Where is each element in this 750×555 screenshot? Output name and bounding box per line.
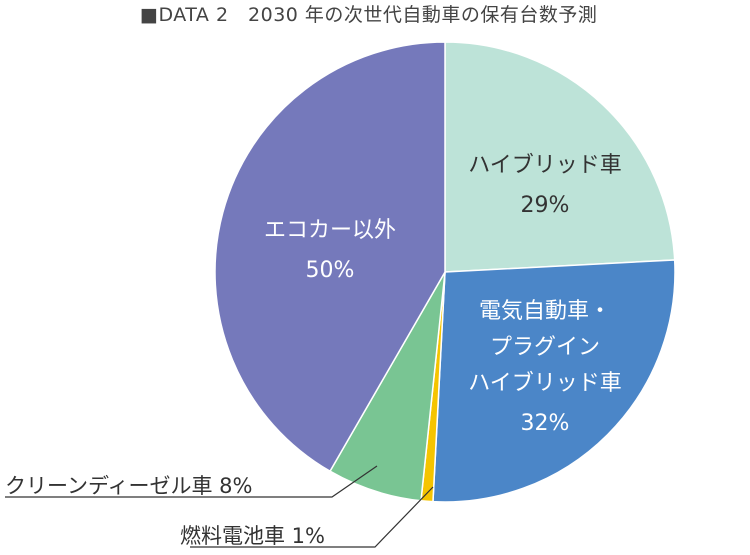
slice-label-1-line-2: ハイブリッド車 — [468, 371, 622, 396]
slice-label-1-line-0: 電気自動車・ — [479, 299, 611, 324]
pie-slice-1 — [432, 259, 676, 503]
slice-value-label-1: 32% — [521, 411, 570, 436]
slice-value-label-0: 29% — [521, 193, 570, 218]
pie-slice-0 — [444, 41, 676, 273]
slice-label-4-line-0: エコカー以外 — [264, 218, 396, 243]
slice-label-2: 燃料電池車 1% — [180, 524, 325, 548]
slice-label-1-line-1: プラグイン — [490, 335, 600, 360]
slice-label-3: クリーンディーゼル車 8% — [5, 474, 252, 498]
pie-slice-4 — [214, 41, 446, 473]
leader-lines — [5, 465, 434, 548]
slices-layer — [214, 41, 676, 503]
leader-line-3 — [5, 465, 378, 498]
slice-value-label-4: 50% — [306, 258, 355, 283]
leader-line-2 — [190, 486, 434, 548]
slice-label-0-line-0: ハイブリッド車 — [468, 153, 622, 178]
chart-title: ■DATA 2 2030 年の次世代自動車の保有台数予測 — [140, 4, 597, 26]
